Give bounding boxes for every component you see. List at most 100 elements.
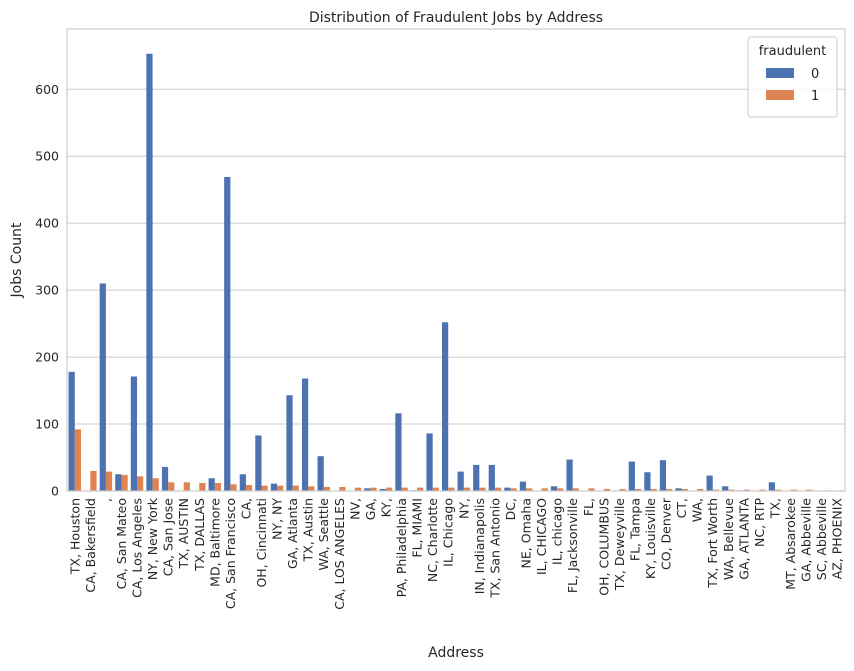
- bar-series-1: [541, 488, 548, 491]
- bar-series-0: [301, 378, 309, 491]
- plot-frame: [66, 28, 846, 492]
- x-tick-label: MT, Absarokee: [783, 498, 798, 590]
- bar-series-0: [675, 488, 682, 491]
- x-tick-label: CA, San Jose: [161, 498, 176, 577]
- x-tick-label: CA, San Mateo: [114, 498, 129, 589]
- x-tick-label: GA,: [363, 498, 378, 520]
- x-tick-label: TX, Fort Worth: [705, 498, 720, 589]
- x-tick-label: TX, AUSTIN: [176, 498, 191, 569]
- bar-series-1: [417, 487, 424, 491]
- bar-series-1: [230, 484, 237, 491]
- bar-series-0: [566, 459, 573, 491]
- bar-series-1: [759, 489, 766, 491]
- bar-series-0: [224, 176, 231, 491]
- bar-series-0: [364, 488, 371, 491]
- bar-series-0: [488, 464, 495, 491]
- bar-series-1: [588, 488, 595, 491]
- x-tick-label: OH, Cincinnati: [254, 498, 269, 588]
- bar-series-0: [239, 474, 246, 491]
- bar-series-1: [790, 489, 797, 491]
- bar-series-0: [442, 322, 449, 491]
- y-tick-label: 100: [35, 417, 59, 432]
- x-tick-label: CO, Denver: [659, 497, 674, 570]
- bar-series-1: [137, 476, 144, 491]
- bar-series-0: [628, 461, 635, 491]
- x-tick-label: IL, Chicago: [441, 498, 456, 567]
- bar-series-1: [277, 485, 284, 491]
- bar-series-1: [666, 488, 673, 491]
- bar-series-1: [292, 485, 299, 491]
- bar-series-0: [208, 478, 215, 491]
- bar-series-1: [681, 488, 688, 491]
- legend-swatch-1: [766, 90, 794, 100]
- x-tick-label: WA, Seattle: [316, 498, 331, 571]
- x-tick-label: TX, Deweyville: [612, 498, 627, 592]
- legend-label-0: 0: [811, 67, 819, 82]
- bar-series-0: [270, 483, 278, 491]
- x-tick-label: NY,: [456, 498, 471, 519]
- bar-series-1: [323, 486, 330, 491]
- x-tick-label: CA,: [238, 498, 253, 519]
- x-tick-label: NE, Omaha: [519, 498, 534, 568]
- bar-series-0: [99, 283, 106, 491]
- bar-series-1: [557, 488, 564, 491]
- bar-series-1: [603, 488, 611, 491]
- bar-series-1: [743, 489, 751, 491]
- bar-series-0: [395, 413, 402, 491]
- y-tick-label: 600: [35, 82, 59, 97]
- y-tick-label: 500: [35, 149, 59, 164]
- y-tick-labels: 0 100 200 300 400 500 600: [35, 82, 59, 499]
- bar-series-0: [457, 471, 464, 491]
- x-tick-label: AZ, PHOENIX: [830, 498, 845, 580]
- bar-series-1: [728, 489, 735, 491]
- x-tick-label: IL, CHICAGO: [534, 498, 549, 575]
- x-tick-label: SC, Abbeville: [814, 498, 829, 581]
- bar-series-1: [479, 487, 486, 491]
- x-tick-label: TX,: [767, 498, 782, 519]
- bar-series-1: [90, 470, 97, 491]
- bar-series-1: [74, 429, 81, 491]
- x-tick-label: MD, Baltimore: [207, 498, 222, 587]
- x-tick-label: FL,: [581, 498, 596, 516]
- x-tick-label: WA,: [690, 498, 705, 522]
- bar-series-1: [526, 488, 533, 491]
- bar-series-1: [432, 487, 439, 491]
- x-tick-label: NV,: [347, 498, 362, 520]
- x-tick-label: KY,: [378, 498, 393, 517]
- x-tick-label: NY, NY: [270, 498, 285, 540]
- x-tick-label: TX, Houston: [67, 498, 82, 575]
- x-tick-labels: TX, Houston CA, Bakersfield, CA, San Mateo…: [67, 497, 844, 610]
- bar-series-1: [354, 487, 362, 491]
- x-tick-label: FL, Tampa: [627, 498, 642, 561]
- bar-series-0: [255, 435, 262, 491]
- bar-series-1: [199, 482, 206, 491]
- bar-series-0: [706, 475, 713, 491]
- bar-series-1: [650, 488, 657, 491]
- legend[interactable]: fraudulent 0 1: [747, 36, 838, 118]
- x-tick-label: DC,: [503, 498, 518, 520]
- bar-series-0: [659, 460, 667, 491]
- bar-series-0: [115, 474, 122, 491]
- x-axis-label: Address: [428, 645, 484, 661]
- x-tick-label: CT,: [674, 498, 689, 518]
- bar-series-0: [379, 488, 386, 491]
- x-tick-label: NC, Charlotte: [425, 498, 440, 582]
- x-tick-label: TX, DALLAS: [192, 498, 207, 572]
- bar-series-1: [572, 488, 579, 491]
- bar-series-1: [121, 474, 128, 491]
- bar-series-0: [161, 466, 169, 491]
- bar-series-1: [339, 486, 346, 491]
- x-tick-label: WA, Bellevue: [721, 498, 736, 580]
- bar-series-0: [768, 482, 775, 491]
- bar-series-1: [510, 488, 517, 491]
- x-tick-label: GA, ATLANTA: [736, 498, 751, 580]
- x-tick-label: GA, Atlanta: [285, 498, 300, 569]
- bar-series-1: [152, 478, 159, 491]
- bar-series-0: [644, 472, 651, 491]
- bar-series-0: [426, 433, 433, 491]
- bar-series-1: [448, 487, 455, 491]
- x-tick-label: CA, Los Angeles: [130, 498, 145, 598]
- bar-series-1: [261, 485, 268, 491]
- x-tick-label: FL, MIAMI: [410, 498, 425, 558]
- bar-series-1: [105, 471, 113, 491]
